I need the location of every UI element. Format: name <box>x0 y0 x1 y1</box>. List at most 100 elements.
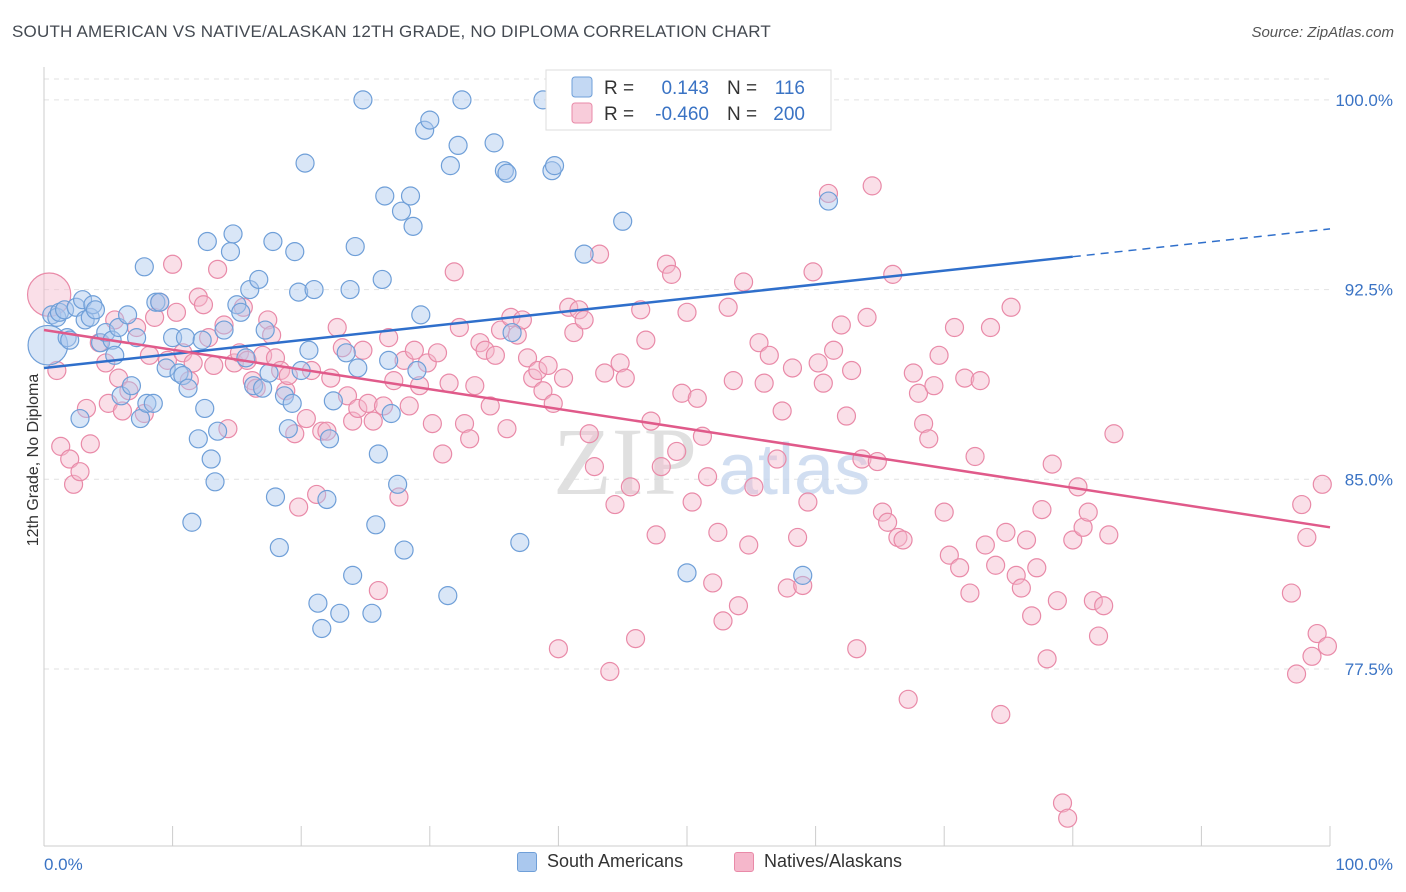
data-point <box>26 272 72 317</box>
data-point <box>836 406 857 426</box>
data-point <box>274 386 295 406</box>
data-point <box>733 272 754 292</box>
legend-bottom: South Americans Natives/Alaskans <box>0 851 1406 879</box>
legend-n-label-2: N = <box>727 104 757 125</box>
data-point <box>1022 606 1042 626</box>
data-point <box>156 358 176 378</box>
data-point <box>903 363 923 383</box>
data-point <box>485 345 505 365</box>
data-point <box>544 156 565 176</box>
data-point <box>939 545 959 565</box>
data-point <box>204 355 224 376</box>
data-point <box>862 176 882 196</box>
legend-item-south-americans: South Americans <box>517 851 683 872</box>
data-point <box>337 386 358 406</box>
data-point <box>728 596 749 616</box>
data-point <box>600 661 620 682</box>
legend-swatch-pink <box>571 102 593 124</box>
data-point <box>1063 530 1083 550</box>
data-point <box>201 449 221 469</box>
data-point <box>703 573 723 593</box>
data-point <box>672 383 692 403</box>
data-point <box>76 398 97 419</box>
data-point <box>1073 517 1093 537</box>
data-point <box>908 383 929 403</box>
data-point <box>265 487 286 507</box>
legend-n-label-1: N = <box>727 78 757 99</box>
data-point <box>296 408 316 429</box>
data-point <box>112 401 133 421</box>
data-point <box>1058 808 1078 828</box>
data-point <box>208 421 228 441</box>
data-point <box>72 290 93 310</box>
data-point <box>1297 527 1317 548</box>
data-point <box>970 371 990 391</box>
data-point <box>285 424 305 444</box>
data-point <box>1281 583 1302 603</box>
data-point <box>353 90 373 110</box>
data-point <box>27 324 69 366</box>
data-point <box>379 350 399 370</box>
data-point <box>60 449 80 469</box>
data-point <box>975 535 995 555</box>
data-point <box>574 310 594 330</box>
data-point <box>70 462 90 482</box>
data-point <box>538 355 558 376</box>
data-point <box>63 474 84 494</box>
data-point <box>269 537 289 558</box>
tick-labels: 77.5% 85.0% 92.5% 100.0% 0.0% 100.0% <box>44 91 1393 874</box>
data-point <box>70 408 90 429</box>
data-point <box>497 163 517 183</box>
data-point <box>465 376 485 396</box>
data-point <box>507 325 527 345</box>
data-point <box>178 378 198 398</box>
data-point <box>404 340 424 360</box>
data-point <box>323 391 343 411</box>
data-point <box>384 371 404 391</box>
watermark: ZIP atlas <box>553 408 870 515</box>
data-point <box>366 515 386 535</box>
data-point <box>787 527 808 548</box>
data-point <box>394 350 414 370</box>
data-point <box>321 368 341 388</box>
data-point <box>340 279 360 300</box>
data-point <box>214 315 234 335</box>
data-point <box>54 300 75 320</box>
data-point <box>1032 500 1052 520</box>
data-point <box>772 401 792 421</box>
y-tick-label: 77.5% <box>1345 660 1393 679</box>
data-point <box>687 388 707 408</box>
y-tick-label: 92.5% <box>1345 281 1393 300</box>
data-point <box>460 429 480 449</box>
data-point <box>631 300 651 320</box>
data-point <box>553 368 574 388</box>
data-point <box>615 368 635 388</box>
legend-r-value-1: 0.143 <box>661 78 709 99</box>
data-point <box>438 586 458 606</box>
data-point <box>343 411 363 431</box>
data-point <box>83 295 103 315</box>
data-point <box>223 224 243 244</box>
data-point <box>893 530 913 550</box>
data-point <box>484 133 504 153</box>
data-point <box>427 343 448 363</box>
data-point <box>111 386 131 406</box>
y-tick-label: 100.0% <box>1335 91 1393 110</box>
data-point <box>330 603 350 623</box>
data-point <box>289 282 309 302</box>
legend-r-label-2: R = <box>604 104 634 125</box>
data-point <box>182 512 202 532</box>
data-point <box>452 90 472 110</box>
data-point <box>299 340 319 360</box>
data-point <box>307 484 327 505</box>
data-point <box>991 704 1011 725</box>
data-point <box>1011 578 1031 598</box>
data-point <box>502 322 522 343</box>
data-point <box>564 322 584 343</box>
legend-r-value-2: -0.460 <box>655 104 709 125</box>
data-point <box>620 477 641 497</box>
data-point <box>1317 636 1338 656</box>
data-point <box>777 578 797 598</box>
chart-title: SOUTH AMERICAN VS NATIVE/ALASKAN 12TH GR… <box>12 22 771 41</box>
